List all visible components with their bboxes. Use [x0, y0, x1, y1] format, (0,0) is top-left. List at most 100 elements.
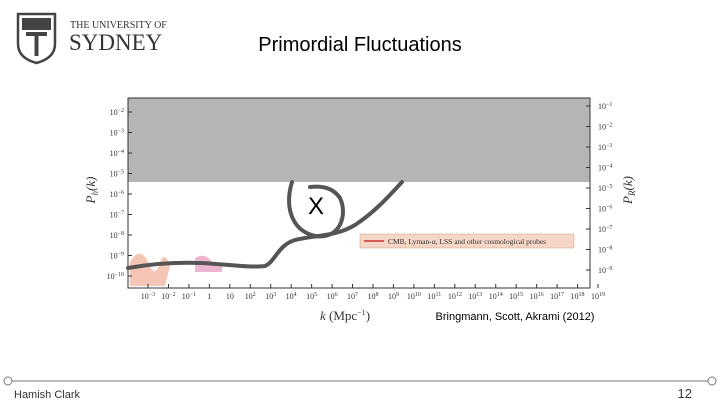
- hand-drawn-loop: [287, 180, 345, 239]
- tick-label: 105: [306, 292, 317, 301]
- tick-base: 10: [598, 184, 606, 193]
- tick-label: 10−1: [598, 102, 612, 111]
- figure: CMB, Lyman-α, LSS and other cosmological…: [83, 97, 637, 323]
- tick-exp: −3: [118, 129, 124, 135]
- tick-label: 10−2: [161, 292, 175, 301]
- x-axis-label: k (Mpc−1): [320, 308, 370, 323]
- tick-exp: −4: [118, 149, 124, 155]
- tick-base: 10: [509, 292, 517, 301]
- tick-label: 102: [245, 292, 256, 301]
- tick-exp: −8: [118, 231, 124, 237]
- tick-base: 10: [110, 190, 118, 199]
- tick-label: 107: [347, 292, 358, 301]
- tick-exp: 5: [314, 292, 317, 298]
- tick-exp: −7: [118, 211, 124, 217]
- tick-base: 10: [598, 266, 606, 275]
- tick-base: 10: [286, 292, 294, 301]
- tick-label: 10−1: [182, 292, 196, 301]
- tick-label: 10−3: [598, 143, 612, 152]
- tick-base: 10: [107, 272, 115, 281]
- tick-exp: 18: [579, 292, 585, 298]
- tick-label: 1012: [448, 292, 462, 301]
- tick-label: 10−6: [110, 190, 124, 199]
- tick-label: 1015: [509, 292, 523, 301]
- tick-exp: −3: [606, 143, 612, 149]
- tick-label: 1014: [489, 292, 503, 301]
- tick-label: 10−7: [598, 225, 612, 234]
- excluded-region: [128, 98, 590, 182]
- tick-base: 10: [265, 292, 273, 301]
- right-axis-label: PR(k): [620, 176, 637, 205]
- tick-exp: 7: [355, 292, 358, 298]
- tick-label: 10−9: [110, 252, 124, 261]
- tick-label: 1: [207, 292, 211, 301]
- marker-label: X: [308, 193, 324, 220]
- tick-exp: 17: [558, 292, 564, 298]
- tick-label: 10−5: [598, 184, 612, 193]
- tick-exp: −6: [606, 205, 612, 211]
- tick-base: 10: [141, 292, 149, 301]
- plot-frame: [127, 97, 591, 289]
- legend-label: CMB, Lyman-α, LSS and other cosmological…: [388, 237, 546, 246]
- tick-base: 10: [306, 292, 314, 301]
- tick-label: 1018: [571, 292, 585, 301]
- tick-base: 10: [598, 246, 606, 255]
- tick-base: 10: [110, 211, 118, 220]
- tick-label: 1017: [550, 292, 564, 301]
- tick-exp: −5: [606, 184, 612, 190]
- axis-label-unit: (Mpc: [329, 308, 357, 323]
- tick-label: 10: [226, 292, 234, 301]
- tick-base: 10: [591, 292, 599, 301]
- tick-base: 10: [110, 108, 118, 117]
- tick-label: 103: [265, 292, 276, 301]
- citation: Bringmann, Scott, Akrami (2012): [436, 311, 595, 323]
- tick-exp: 11: [435, 292, 441, 298]
- axis-label-main: k: [320, 308, 326, 323]
- tick-exp: 6: [335, 292, 338, 298]
- tick-exp: −2: [118, 108, 124, 114]
- tick-base: 10: [427, 292, 435, 301]
- tick-exp: 13: [476, 292, 482, 298]
- tick-base: 10: [245, 292, 253, 301]
- tick-base: 10: [448, 292, 456, 301]
- tick-exp: 16: [538, 292, 544, 298]
- tick-label: 106: [327, 292, 338, 301]
- tick-exp: 12: [456, 292, 462, 298]
- tick-exp: −6: [118, 190, 124, 196]
- axis-label-main: P: [620, 196, 635, 205]
- footer-author: Hamish Clark: [14, 389, 81, 401]
- tick-exp: −10: [115, 272, 124, 278]
- tick-base: 10: [530, 292, 538, 301]
- tick-label: 1010: [407, 292, 421, 301]
- tick-base: 1: [207, 292, 211, 301]
- left-axis-label: Ph(k): [83, 177, 100, 205]
- tick-exp: −7: [606, 225, 612, 231]
- tick-base: 10: [598, 102, 606, 111]
- tick-label: 10−6: [598, 205, 612, 214]
- tick-base: 10: [110, 231, 118, 240]
- axis-label-exp: −1: [357, 308, 366, 317]
- hand-drawn-curve: [126, 180, 404, 270]
- axis-label-suffix: (k): [620, 176, 635, 190]
- tick-exp: 15: [517, 292, 523, 298]
- tick-label: 1019: [591, 292, 605, 301]
- tick-label: 10−2: [110, 108, 124, 117]
- footer-rule-end: [3, 376, 13, 386]
- tick-base: 10: [110, 129, 118, 138]
- tick-exp: −8: [606, 246, 612, 252]
- tick-base: 10: [571, 292, 579, 301]
- tick-exp: 10: [415, 292, 421, 298]
- tick-base: 10: [110, 149, 118, 158]
- logo-band: [22, 18, 51, 30]
- logo-line1: THE UNIVERSITY OF: [70, 20, 167, 31]
- tick-exp: −2: [606, 123, 612, 129]
- axis-label-sub: h: [90, 190, 100, 195]
- tick-label: 10−4: [598, 164, 612, 173]
- tick-exp: 14: [497, 292, 503, 298]
- tick-exp: 8: [376, 292, 379, 298]
- tick-label: 10−2: [598, 123, 612, 132]
- legend-box: [359, 233, 575, 249]
- tick-exp: −4: [606, 164, 612, 170]
- tick-label: 104: [286, 292, 297, 301]
- tick-label: 10−7: [110, 211, 124, 220]
